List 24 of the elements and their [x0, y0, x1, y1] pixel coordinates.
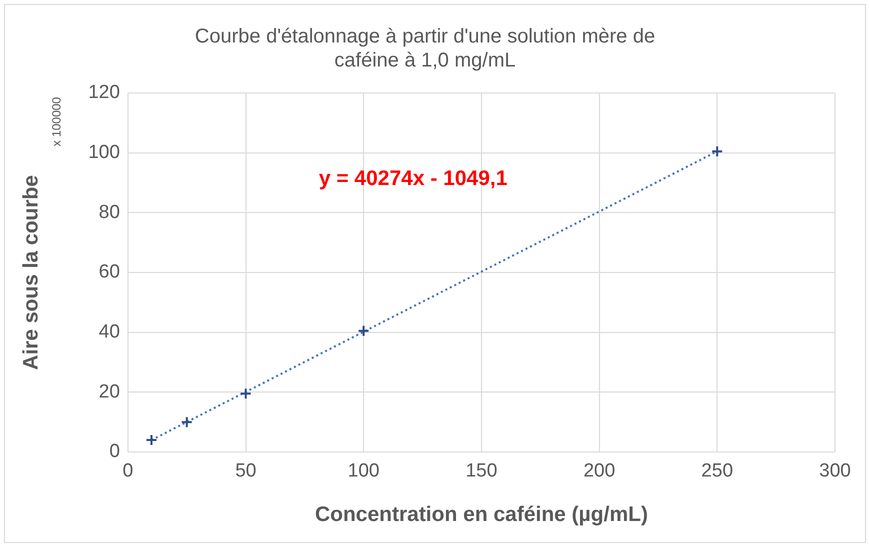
x-tick-label: 200: [583, 460, 616, 482]
y-tick-label: 60: [98, 262, 120, 283]
text: x 100000: [49, 96, 64, 146]
y-tick-label: 80: [98, 202, 120, 223]
x-tick-label: 150: [466, 460, 498, 482]
point: [711, 145, 724, 158]
point: [145, 434, 158, 446]
point: [358, 324, 370, 337]
x-tick-label: 100: [348, 460, 380, 482]
y-tick-label: 100: [88, 142, 120, 164]
y-axis-title: Aire sous la courbe: [19, 175, 42, 370]
x-tick-label: 250: [701, 460, 733, 482]
y-tick-label: 40: [98, 322, 120, 343]
x-axis-title: Concentration en caféine (µg/mL): [314, 503, 648, 526]
chart-title: Courbe d'étalonnage à partir d'une solution mère de caféine à 1,0 mg/mL: [194, 26, 656, 72]
y-tick-label: 120: [88, 82, 120, 104]
point: [240, 388, 252, 400]
y-tick-label: 20: [98, 381, 120, 402]
annotation: y = 40274x - 1049,1: [318, 166, 508, 190]
point: [180, 416, 193, 428]
x-tick-label: 300: [819, 460, 851, 482]
x-tick-label: 50: [235, 460, 256, 482]
x-tick-label: 0: [122, 460, 134, 482]
y-tick-label: 0: [109, 441, 120, 462]
